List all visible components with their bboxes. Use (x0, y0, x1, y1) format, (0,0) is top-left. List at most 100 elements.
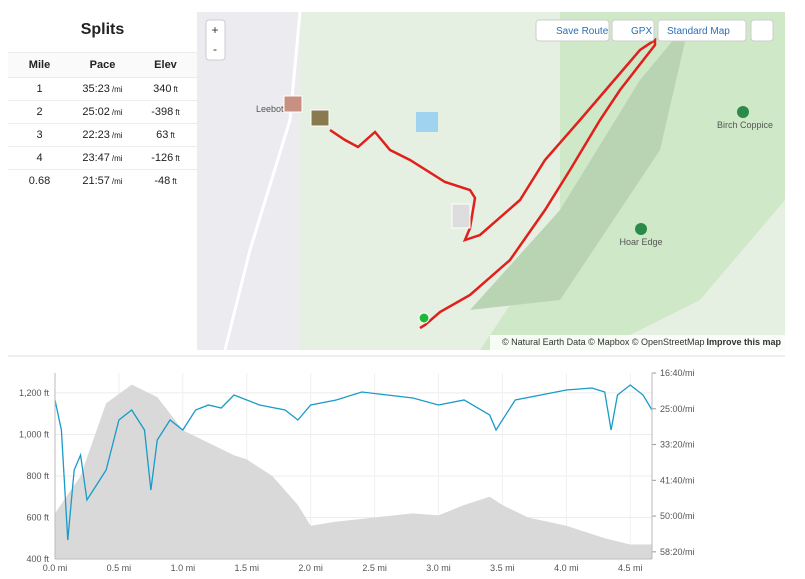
ridge (470, 20, 690, 310)
zoom-out[interactable]: - (213, 42, 217, 56)
column-header: Elev (154, 59, 177, 71)
improve-map-link[interactable]: Improve this map (706, 337, 781, 347)
gpx-button[interactable] (611, 19, 655, 42)
splits-rows: 1 35:23/mi 340 ft 2 25:02/mi -398 ft 3 22:23/mi 63… (8, 77, 197, 192)
pace-unit: /mi (111, 108, 123, 117)
pace-value: 21:57 (82, 175, 110, 187)
mile: 1 (36, 83, 43, 95)
photo[interactable] (283, 95, 303, 113)
column-header: Pace (89, 59, 116, 71)
mile: 0.68 (28, 175, 51, 187)
attribution-bg (490, 335, 785, 350)
x-tick-label: 2.5 mi (362, 563, 387, 573)
y-tick-label: 400 ft (26, 554, 49, 564)
y-tick-label: 800 ft (26, 471, 49, 481)
y-tick-label: 600 ft (26, 512, 49, 522)
pace: 23:47/mi (71, 147, 134, 169)
split-row: 4 23:47/mi -126 ft (8, 146, 197, 169)
x-tick-label: 4.5 mi (618, 563, 643, 573)
photo[interactable] (310, 109, 330, 127)
x-tick-label: 0.5 mi (107, 563, 132, 573)
x-tick-label: 3.0 mi (426, 563, 451, 573)
zoom-control (205, 19, 226, 61)
split-row: 2 25:02/mi -398 ft (8, 100, 197, 123)
map-style-button[interactable] (657, 19, 747, 42)
start-marker (418, 312, 430, 324)
y-tick-label: 1,000 ft (19, 429, 50, 439)
y2-tick-label: 41:40/mi (660, 475, 695, 485)
column-header: Mile (28, 59, 51, 71)
elev-unit: ft (173, 85, 178, 94)
pace-unit: /mi (111, 85, 123, 94)
x-tick-label: 3.5 mi (490, 563, 515, 573)
elev: -48 ft (134, 170, 197, 192)
town-area (197, 12, 300, 350)
pace-value: 22:23 (82, 129, 110, 141)
x-tick-label: 4.0 mi (554, 563, 579, 573)
elev-unit: ft (172, 177, 177, 186)
pace-unit: /mi (111, 154, 123, 163)
split-row: 3 22:23/mi 63 ft (8, 123, 197, 146)
pace-unit: /mi (111, 131, 123, 140)
elev-value: -398 (151, 106, 174, 118)
pace-value: 23:47 (82, 152, 110, 164)
x-tick-label: 2.0 mi (298, 563, 323, 573)
mile: 4 (36, 152, 43, 164)
elev-unit: ft (175, 108, 180, 117)
lake (416, 112, 438, 132)
splits-title: Splits (80, 21, 125, 38)
place-label: Birch Coppice (717, 120, 773, 130)
gpx-label[interactable]: GPX (631, 26, 652, 37)
mile: 3 (36, 129, 43, 141)
splits-header: Mile Pace Elev (8, 52, 197, 77)
elev-value: 340 (153, 83, 172, 95)
split-row: 1 35:23/mi 340 ft (8, 77, 197, 100)
elevation-chart: 400 ft 600 ft 800 ft 1,000 ft 1,200 ft 0.0 mi… (8, 355, 785, 573)
y2-tick-label: 50:00/mi (660, 511, 695, 521)
place-label: Hoar Edge (619, 237, 662, 247)
pace: 25:02/mi (71, 101, 134, 123)
elevation-area (55, 384, 652, 559)
pace: 21:57/mi (71, 170, 134, 192)
mile: 2 (36, 106, 43, 118)
x-tick-label: 1.0 mi (171, 563, 196, 573)
y2-tick-label: 16:40/mi (660, 368, 695, 378)
x-tick-label: 1.5 mi (234, 563, 259, 573)
road (223, 12, 302, 350)
elev: -398 ft (134, 101, 197, 123)
fullscreen-button[interactable] (750, 19, 774, 42)
elev: 340 ft (134, 78, 197, 100)
x-tick-label: 0.0 mi (43, 563, 68, 573)
save-route-label[interactable]: Save Route (556, 26, 609, 37)
y2-tick-label: 25:00/mi (660, 404, 695, 414)
y-tick-label: 1,200 ft (19, 388, 50, 398)
save-route-button[interactable] (535, 19, 610, 42)
map-style-label[interactable]: Standard Map (667, 26, 730, 37)
wood-icon (635, 223, 647, 235)
elev-unit: ft (175, 154, 180, 163)
place-label: Leebot (256, 104, 284, 114)
wood-icon (737, 106, 749, 118)
route (329, 37, 657, 330)
photo[interactable] (451, 203, 471, 229)
elev-value: 63 (156, 129, 169, 141)
pace-value: 35:23 (82, 83, 110, 95)
pace-line (54, 384, 653, 541)
splits-panel: Splits Mile Pace Elev 1 35:23/mi 340 ft 2 25:… (8, 12, 198, 350)
pace-value: 25:02 (82, 106, 110, 118)
zoom-in[interactable]: + (211, 23, 218, 37)
pace-unit: /mi (111, 177, 123, 186)
split-row: 0.68 21:57/mi -48 ft (8, 169, 197, 192)
y2-tick-label: 58:20/mi (660, 547, 695, 557)
elev-value: -126 (151, 152, 174, 164)
elev: -126 ft (134, 147, 197, 169)
attribution: © Natural Earth Data © Mapbox © OpenStre… (502, 337, 705, 347)
y2-tick-label: 33:20/mi (660, 440, 695, 450)
pace: 22:23/mi (71, 124, 134, 146)
map[interactable]: Leebot Birch Coppice Hoar Edge + - Save … (197, 12, 785, 350)
elev: 63 ft (134, 124, 197, 146)
pace: 35:23/mi (71, 78, 134, 100)
elev-unit: ft (170, 131, 175, 140)
elev-value: -48 (154, 175, 171, 187)
